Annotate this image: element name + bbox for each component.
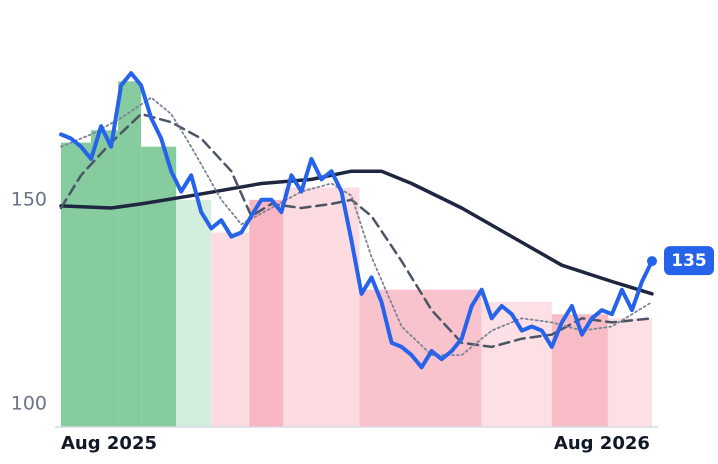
band <box>118 81 142 428</box>
band <box>91 130 119 427</box>
band <box>359 289 422 427</box>
value-badge <box>664 246 714 276</box>
value-label: 135 <box>671 251 707 271</box>
band <box>176 199 212 427</box>
band <box>61 142 92 427</box>
band <box>607 318 652 427</box>
series-line <box>59 71 654 370</box>
x-tick-label: Aug 2026 <box>554 433 650 454</box>
x-tick-label: Aug 2025 <box>61 433 157 454</box>
band <box>211 232 250 427</box>
series-line <box>59 169 654 296</box>
y-tick-label: 100 <box>11 393 47 415</box>
band <box>421 289 482 427</box>
band <box>141 146 177 428</box>
band <box>249 199 284 427</box>
last-point <box>647 256 657 267</box>
y-tick-label: 150 <box>11 188 47 210</box>
series-line <box>59 112 654 349</box>
